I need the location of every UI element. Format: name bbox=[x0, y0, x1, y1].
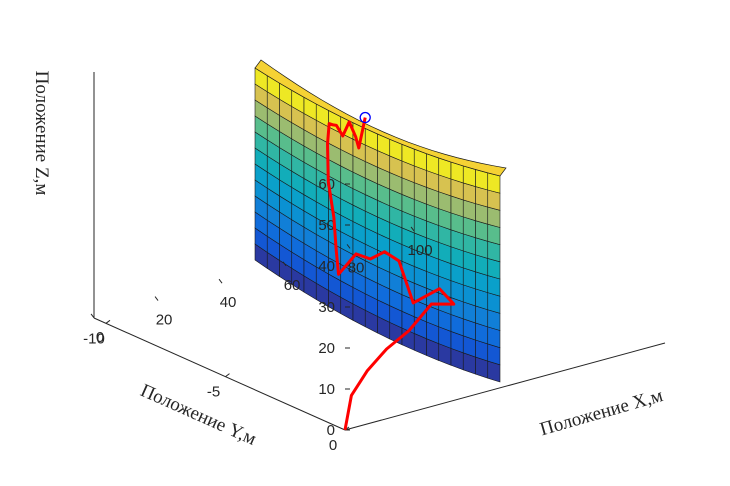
y-tick-mark bbox=[225, 373, 230, 378]
z-tick-label: 40 bbox=[318, 258, 335, 275]
z-tick-label: 60 bbox=[318, 176, 335, 193]
z-tick-label: 20 bbox=[318, 340, 335, 357]
x-tick-mark bbox=[154, 296, 159, 301]
x-tick-label: 40 bbox=[220, 294, 237, 311]
z-tick-label: 30 bbox=[318, 299, 335, 316]
z-tick-label: 50 bbox=[318, 217, 335, 234]
y-tick-label: -10 bbox=[83, 330, 105, 347]
end-marker bbox=[359, 111, 371, 124]
x-tick-mark bbox=[218, 278, 223, 284]
x-tick-mark bbox=[346, 244, 351, 249]
x-tick-label: 0 bbox=[96, 329, 104, 346]
y-tick-label: -5 bbox=[207, 384, 220, 401]
x-tick-label: 80 bbox=[348, 259, 365, 276]
x-axis-line bbox=[344, 342, 666, 431]
z-tick-label: 10 bbox=[318, 381, 335, 398]
y-axis-line bbox=[93, 317, 346, 431]
z-tick-label: 0 bbox=[327, 422, 335, 439]
x-tick-label: 100 bbox=[408, 242, 433, 259]
x-tick-label: 60 bbox=[284, 277, 301, 294]
trajectory bbox=[326, 111, 456, 431]
y-axis-label: Положение Y,м bbox=[137, 380, 259, 450]
x-tick-mark bbox=[282, 261, 287, 267]
x-tick-label: 20 bbox=[156, 312, 173, 329]
x-tick-mark bbox=[90, 313, 95, 319]
z-axis-label: Положение Z,м bbox=[31, 71, 52, 196]
surface-cell bbox=[487, 189, 501, 211]
surface-mesh bbox=[254, 59, 507, 383]
surface-top-rim bbox=[254, 59, 507, 177]
trajectory-line bbox=[326, 117, 456, 431]
y-tick-mark bbox=[105, 319, 111, 324]
x-tick-mark bbox=[410, 226, 415, 232]
surface-cell bbox=[487, 172, 501, 194]
axes bbox=[93, 72, 666, 431]
x-axis-label: Положение X,м bbox=[538, 385, 666, 440]
y-tick-label: 0 bbox=[329, 437, 337, 454]
